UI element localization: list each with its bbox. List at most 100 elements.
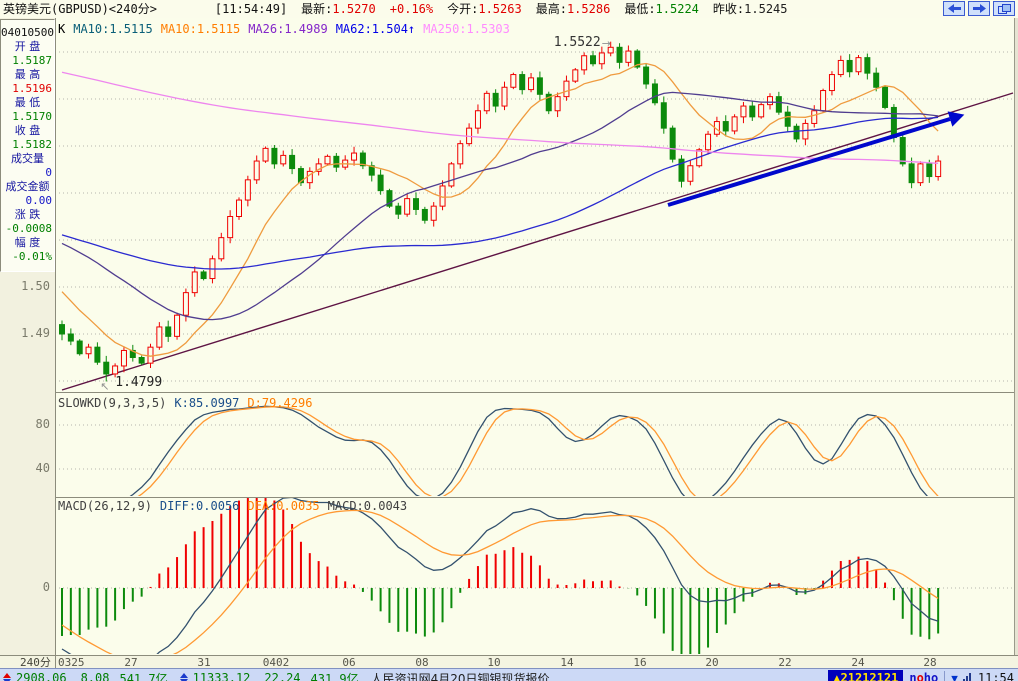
info-row: 幅 度 -0.01% [1,236,54,264]
slowkd-legend: SLOWKD(9,3,3,5) K:85.0997 D:79.4296 [58,396,312,410]
back-button[interactable] [943,1,965,16]
y-axis-label: 1.49 [21,326,50,340]
quote-item-label: 最新: [301,2,333,16]
sz-index-volume: 431.9亿 [310,671,359,681]
quote-item: 最新:1.5270 [301,2,376,16]
x-axis-label: 28 [923,656,937,669]
info-row: 最 低 1.5170 [1,96,54,124]
sh-index-change: 8.08 [80,671,110,681]
symbol-title: 英镑美元(GBPUSD)<240分> [3,2,157,16]
x-axis-label: 08 [415,656,429,669]
x-axis-label: 27 [124,656,138,669]
info-value: -0.0008 [5,222,52,235]
legend-item: MACD:0.0043 [327,499,408,513]
ticker-badge: ▲21212121 [828,670,904,681]
code-text-segment: ho [923,671,939,681]
svg-text:1.4799: 1.4799 [115,375,162,390]
x-axis-label: 14 [560,656,574,669]
quote-bar: 英镑美元(GBPUSD)<240分> [11:54:49] 最新:1.5270 +… [0,0,1018,19]
svg-text:↖: ↖ [100,380,109,393]
x-axis-label: 31 [197,656,211,669]
legend-item: K [58,22,66,36]
legend-item: DEA:0.0035 [247,499,320,513]
kline-ma-legend: K MA10:1.5115 MA10:1.5115 MA26:1.4989 MA62:1… [58,22,510,36]
legend-item: DIFF:0.0056 [159,499,240,513]
sh-index-volume: 541.7亿 [119,671,168,681]
connection-signal-icon [962,673,973,681]
legend-item: MA10:1.5115 [160,22,241,36]
x-axis-label: 22 [778,656,792,669]
x-axis-label: 0402 [262,656,290,669]
axis-divider [55,656,56,669]
y-axis-label: 40 [35,461,50,475]
legend-item: MA62:1.504↑ [335,22,416,36]
quote-item: 今开:1.5263 [447,2,522,16]
quote-item-label: 最高: [535,2,567,16]
quote-item-label: 昨收: [712,2,745,16]
quote-item-value: 1.5224 [655,2,699,16]
info-row: 开 盘 1.5187 [1,40,54,68]
x-axis-label: 24 [851,656,865,669]
info-label: 开 盘 [14,40,41,53]
sort-down-icon[interactable]: ▼ [951,671,958,681]
x-axis-label: 16 [633,656,647,669]
legend-item: K:85.0997 [174,396,240,410]
sh-market-icon [3,672,12,681]
sz-index-change: 22.24 [264,671,301,681]
quote-item: 最低:1.5224 [624,2,699,16]
svg-text:1.5522: 1.5522 [554,35,601,50]
info-value: 1.5182 [12,138,52,151]
right-border-strip [1014,18,1018,655]
statusbar-divider [944,671,946,681]
quote-item-label: 今开: [447,2,479,16]
legend-item: MA26:1.4989 [248,22,328,36]
news-ticker[interactable]: 人民资讯网4月20日铜银现货报价 [370,671,550,681]
info-row: 涨 跌 -0.0008 [1,208,54,236]
info-value: 0 [45,166,52,179]
period-label: 240分 [20,656,51,669]
info-label: 收 盘 [14,124,41,137]
price-chart-canvas[interactable]: 1.5522 → 1.4799 ↖ [55,18,1014,655]
quote-time: [11:54:49] [214,2,288,16]
quote-item-value: 1.5286 [566,2,611,16]
right-arrow-icon [972,4,986,13]
info-label: 最 高 [14,68,41,81]
code-text-segment: o [916,671,924,681]
status-bar: 2908.06 8.08 541.7亿 11333.12 22.24 431.9… [0,668,1018,681]
info-label: 成交量 [11,152,44,165]
y-axis-label: 0 [42,580,50,594]
quote-item-value: 1.5263 [478,2,522,16]
cascade-windows-icon [998,4,1011,14]
left-arrow-icon [947,4,961,13]
cascade-windows-button[interactable] [993,1,1015,16]
legend-item: MACD(26,12,9) [58,499,152,513]
quote-item-value: 1.5270 [332,2,376,16]
nav-buttons [943,1,1015,16]
time-axis: 240分 0325 27 31 0402 06 08 10 14 16 20 22 24 28 [0,655,1018,669]
sz-index-value: 11333.12 [192,671,251,681]
quote-values: 最新:1.5270 +0.16% 今开:1.5263 最高:1.5286 最低:1.52… [287,0,787,18]
info-row: 成交金额 0.00 [1,180,54,208]
quote-item-value: 1.5245 [744,2,788,16]
legend-item: MA250:1.5303 [423,22,510,36]
macd-histogram [61,498,940,654]
x-axis-label: 06 [342,656,356,669]
info-value: -0.01% [12,250,52,263]
quote-item-value: +0.16% [389,2,434,16]
info-value: 1.5196 [12,82,52,95]
legend-item: D:79.4296 [247,396,313,410]
quote-item-label: 最低: [624,2,656,16]
x-axis-label: 0325 [58,656,85,669]
y-axis-label: 80 [35,417,50,431]
info-value: 1.5170 [12,110,52,123]
x-axis-label: 20 [705,656,719,669]
forward-button[interactable] [968,1,990,16]
info-label: 涨 跌 [14,208,41,221]
sz-market-icon [179,672,189,681]
sh-index-value: 2908.06 [16,671,67,681]
x-axis-label: 10 [487,656,501,669]
statusbar-time: 11:54 [977,671,1014,681]
